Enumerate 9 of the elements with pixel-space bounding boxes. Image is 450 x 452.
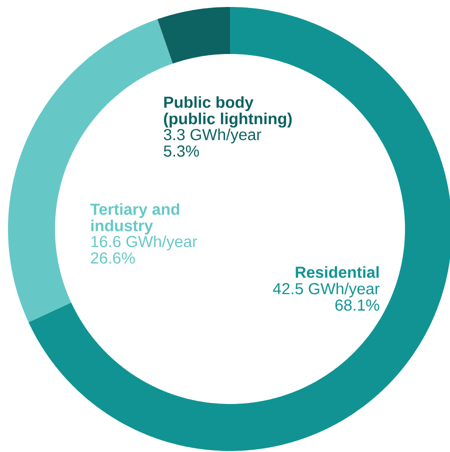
slice-label: Tertiary and industry: [90, 203, 180, 234]
text: 3.3 GWh/year: [164, 128, 262, 144]
text: 42.5 GWh/year: [272, 282, 380, 298]
data-label: 26.6%: [90, 252, 135, 264]
slice-label: Residential: [296, 266, 379, 278]
slice-label: Public body (public lightning): [164, 96, 292, 128]
data-label: 5.3%: [164, 145, 199, 157]
data-label: 68.1%: [335, 299, 380, 311]
text: 16.6 GWh/year: [91, 235, 198, 250]
